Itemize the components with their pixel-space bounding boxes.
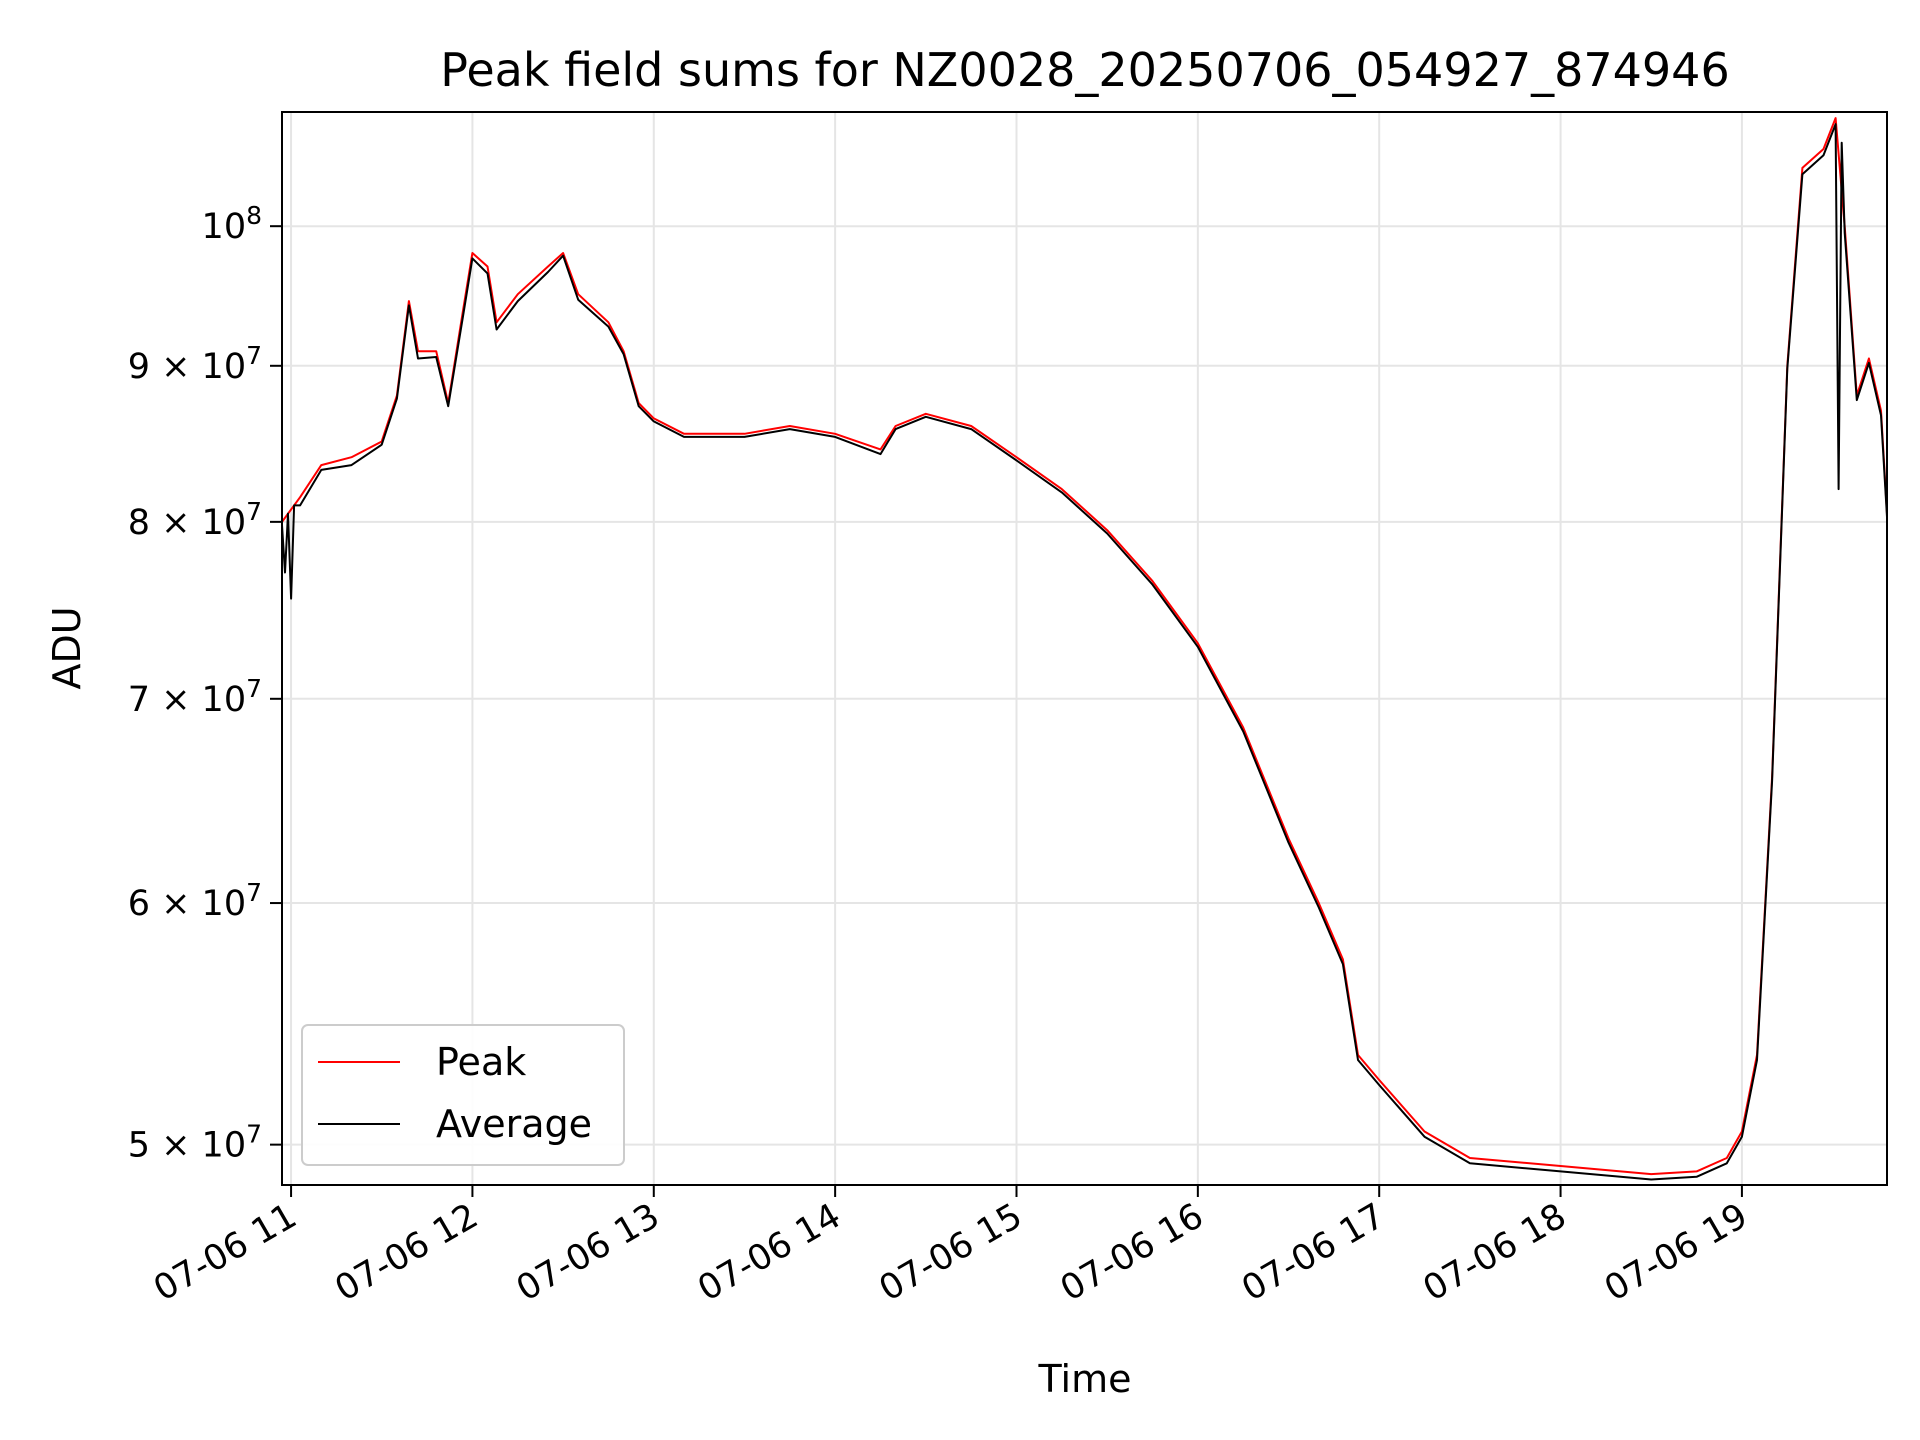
y-tick-times: × 10	[150, 503, 246, 543]
y-tick-mantissa: 9	[128, 347, 150, 387]
legend-box	[301, 1024, 625, 1166]
grid	[282, 112, 1887, 1185]
y-tick-mantissa: 7	[128, 680, 150, 720]
y-tick-exponent: 7	[246, 341, 262, 370]
x-axis-label: Time	[1038, 1357, 1132, 1401]
y-tick-base: 10	[202, 207, 247, 247]
y-tick-label: 108	[202, 201, 262, 247]
series-line-average	[281, 123, 1888, 1181]
y-tick-label: 6 × 107	[128, 878, 262, 924]
legend: Peak Average	[301, 1024, 625, 1166]
y-tick-exponent: 8	[246, 201, 262, 230]
y-tick-times: × 10	[150, 680, 246, 720]
y-tick-times: × 10	[150, 1126, 246, 1166]
y-axis-label: ADU	[45, 606, 89, 689]
series-layer	[281, 117, 1888, 1181]
y-tick-exponent: 7	[246, 878, 262, 907]
y-tick-exponent: 7	[246, 497, 262, 526]
legend-label-peak: Peak	[436, 1040, 526, 1084]
chart-title: Peak field sums for NZ0028_20250706_0549…	[440, 43, 1729, 97]
y-tick-times: × 10	[150, 347, 246, 387]
y-tick-label: 5 × 107	[128, 1120, 262, 1166]
legend-label-average: Average	[436, 1102, 592, 1146]
y-tick-label: 9 × 107	[128, 341, 262, 387]
y-tick-mantissa: 5	[128, 1126, 150, 1166]
y-tick-exponent: 7	[246, 1120, 262, 1149]
y-tick-mantissa: 6	[128, 884, 150, 924]
plot-frame	[281, 111, 1888, 1186]
y-tick-times: × 10	[150, 884, 246, 924]
y-tick-exponent: 7	[246, 674, 262, 703]
y-tick-label: 8 × 107	[128, 497, 262, 543]
y-tick-label: 7 × 107	[128, 674, 262, 720]
y-tick-mantissa: 8	[128, 503, 150, 543]
